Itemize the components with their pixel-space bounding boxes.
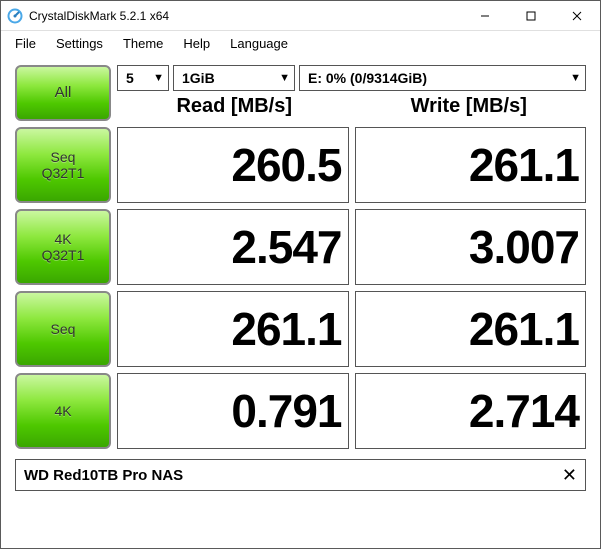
result-row: Seq 261.1 261.1 bbox=[15, 291, 586, 367]
window-controls bbox=[462, 1, 600, 30]
test-label-line: 4K bbox=[54, 231, 71, 247]
test-label-line: Seq bbox=[51, 321, 76, 337]
minimize-button[interactable] bbox=[462, 1, 508, 30]
run-4k-q32t1-button[interactable]: 4K Q32T1 bbox=[15, 209, 111, 285]
chevron-down-icon: ▼ bbox=[279, 72, 290, 84]
test-count-value: 5 bbox=[126, 70, 134, 86]
menu-theme[interactable]: Theme bbox=[113, 34, 173, 53]
selectors-row: 5 ▼ 1GiB ▼ E: 0% (0/9314GiB) ▼ bbox=[117, 65, 586, 91]
titlebar: CrystalDiskMark 5.2.1 x64 bbox=[1, 1, 600, 31]
test-size-value: 1GiB bbox=[182, 70, 215, 86]
content-area: All 5 ▼ 1GiB ▼ E: 0% (0/9314GiB) ▼ bbox=[1, 55, 600, 548]
menu-language[interactable]: Language bbox=[220, 34, 298, 53]
test-label-line: Q32T1 bbox=[42, 165, 85, 181]
run-all-label: All bbox=[55, 84, 72, 101]
comment-field[interactable]: WD Red10TB Pro NAS ✕ bbox=[15, 459, 586, 491]
close-button[interactable] bbox=[554, 1, 600, 30]
read-value: 261.1 bbox=[117, 291, 349, 367]
test-label-line: Q32T1 bbox=[42, 247, 85, 263]
chevron-down-icon: ▼ bbox=[153, 72, 164, 84]
write-value: 2.714 bbox=[355, 373, 587, 449]
read-value: 0.791 bbox=[117, 373, 349, 449]
window-title: CrystalDiskMark 5.2.1 x64 bbox=[29, 9, 462, 23]
maximize-button[interactable] bbox=[508, 1, 554, 30]
read-header: Read [MB/s] bbox=[117, 95, 352, 118]
menu-settings[interactable]: Settings bbox=[46, 34, 113, 53]
test-label-line: Seq bbox=[51, 149, 76, 165]
app-icon bbox=[7, 8, 23, 24]
test-count-dropdown[interactable]: 5 ▼ bbox=[117, 65, 169, 91]
write-value: 261.1 bbox=[355, 291, 587, 367]
drive-value: E: 0% (0/9314GiB) bbox=[308, 70, 427, 86]
comment-text: WD Red10TB Pro NAS bbox=[24, 467, 183, 484]
run-4k-button[interactable]: 4K bbox=[15, 373, 111, 449]
write-header: Write [MB/s] bbox=[352, 95, 587, 118]
clear-comment-button[interactable]: ✕ bbox=[562, 465, 577, 486]
test-size-dropdown[interactable]: 1GiB ▼ bbox=[173, 65, 295, 91]
result-row: Seq Q32T1 260.5 261.1 bbox=[15, 127, 586, 203]
menu-file[interactable]: File bbox=[5, 34, 46, 53]
drive-dropdown[interactable]: E: 0% (0/9314GiB) ▼ bbox=[299, 65, 586, 91]
test-label-line: 4K bbox=[54, 403, 71, 419]
write-value: 3.007 bbox=[355, 209, 587, 285]
read-value: 260.5 bbox=[117, 127, 349, 203]
run-seq-button[interactable]: Seq bbox=[15, 291, 111, 367]
run-seq-q32t1-button[interactable]: Seq Q32T1 bbox=[15, 127, 111, 203]
menu-help[interactable]: Help bbox=[173, 34, 220, 53]
read-value: 2.547 bbox=[117, 209, 349, 285]
write-value: 261.1 bbox=[355, 127, 587, 203]
top-row: All 5 ▼ 1GiB ▼ E: 0% (0/9314GiB) ▼ bbox=[15, 65, 586, 121]
result-row: 4K 0.791 2.714 bbox=[15, 373, 586, 449]
selectors-column: 5 ▼ 1GiB ▼ E: 0% (0/9314GiB) ▼ Read [MB/… bbox=[117, 65, 586, 121]
column-headers: Read [MB/s] Write [MB/s] bbox=[117, 91, 586, 121]
app-window: CrystalDiskMark 5.2.1 x64 File Settings … bbox=[0, 0, 601, 549]
result-row: 4K Q32T1 2.547 3.007 bbox=[15, 209, 586, 285]
run-all-button[interactable]: All bbox=[15, 65, 111, 121]
menubar: File Settings Theme Help Language bbox=[1, 31, 600, 55]
chevron-down-icon: ▼ bbox=[570, 72, 581, 84]
results-grid: Seq Q32T1 260.5 261.1 4K Q32T1 2.547 3.0… bbox=[15, 127, 586, 449]
